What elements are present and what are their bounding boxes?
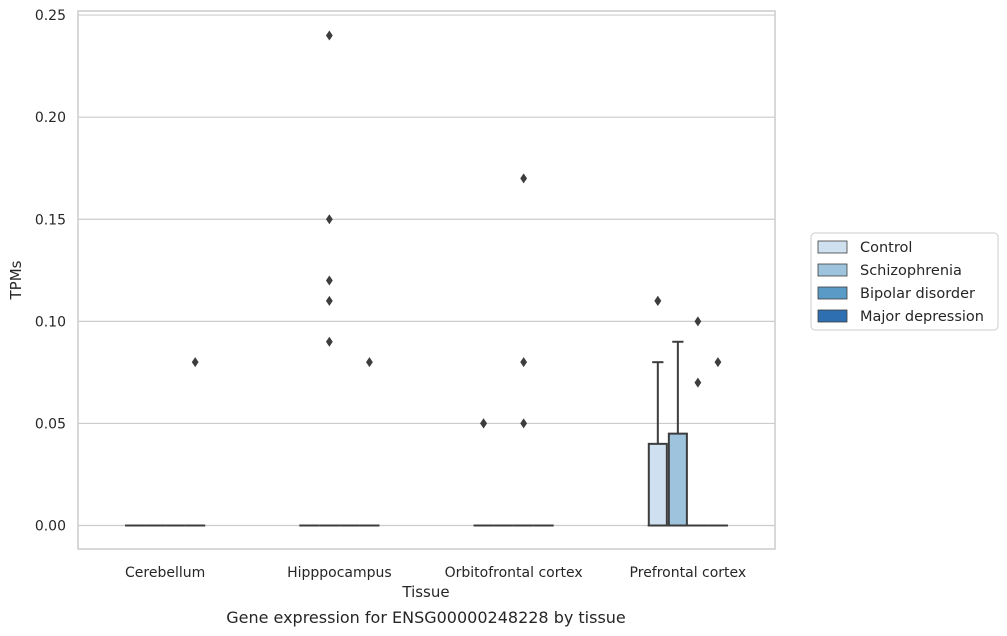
outlier-point xyxy=(520,418,528,429)
outlier-point xyxy=(694,316,702,327)
legend-label: Major depression xyxy=(860,309,984,325)
chart-caption: Gene expression for ENSG00000248228 by t… xyxy=(226,608,626,627)
y-tick-label: 0.20 xyxy=(35,110,66,126)
legend-items: Control Schizophrenia Bipolar disorder Majo… xyxy=(817,240,984,325)
box-group xyxy=(359,357,380,527)
y-axis-label: TPMs xyxy=(7,260,25,300)
y-tick-label: 0.25 xyxy=(35,8,66,24)
legend: Control Schizophrenia Bipolar disorder Majo… xyxy=(810,232,999,331)
y-tick-label: 0.15 xyxy=(35,212,66,228)
outlier-point xyxy=(480,418,487,429)
legend-swatch xyxy=(817,286,848,300)
legend-swatch xyxy=(817,240,848,254)
box xyxy=(647,442,668,527)
box-group xyxy=(707,357,728,527)
plot-frame xyxy=(77,10,776,550)
outlier-point xyxy=(520,357,528,368)
x-tick-label: Hipppocampus xyxy=(287,565,392,581)
box-group xyxy=(647,295,668,527)
legend-label: Schizophrenia xyxy=(860,263,962,279)
y-tick-label: 0.05 xyxy=(35,416,66,432)
y-tick-label: 0.10 xyxy=(35,314,66,330)
x-tick-label: Cerebellum xyxy=(125,565,205,581)
outlier-point xyxy=(325,214,333,225)
legend-label: Control xyxy=(860,240,912,256)
y-tick-label: 0.00 xyxy=(35,519,66,535)
box-group xyxy=(513,173,534,527)
outlier-point xyxy=(191,357,199,368)
outlier-point xyxy=(654,295,662,306)
box-group xyxy=(319,30,340,527)
legend-swatch xyxy=(817,309,848,323)
legend-swatch xyxy=(817,263,848,277)
outlier-point xyxy=(325,295,333,306)
x-axis-label: Tissue xyxy=(401,583,449,601)
y-axis-ticks: 0.00 0.05 0.10 0.15 0.20 0.25 xyxy=(35,8,66,534)
outlier-point xyxy=(325,275,333,286)
box-group xyxy=(185,357,206,527)
x-axis-ticks: Cerebellum Hipppocampus Orbitofrontal cort… xyxy=(125,565,746,581)
outlier-point xyxy=(366,357,373,368)
outlier-point xyxy=(325,336,333,347)
box-group xyxy=(687,316,708,527)
outlier-point xyxy=(325,30,333,41)
x-tick-label: Prefrontal cortex xyxy=(630,565,747,581)
box-group xyxy=(667,340,688,527)
outlier-point xyxy=(694,377,702,388)
legend-frame xyxy=(810,232,999,331)
outlier-point xyxy=(520,173,528,184)
legend-label: Bipolar disorder xyxy=(860,286,975,302)
box xyxy=(667,432,688,527)
outlier-point xyxy=(714,357,722,368)
chart-marks xyxy=(125,30,728,527)
box-group xyxy=(473,418,494,527)
x-tick-label: Orbitofrontal cortex xyxy=(445,565,583,581)
